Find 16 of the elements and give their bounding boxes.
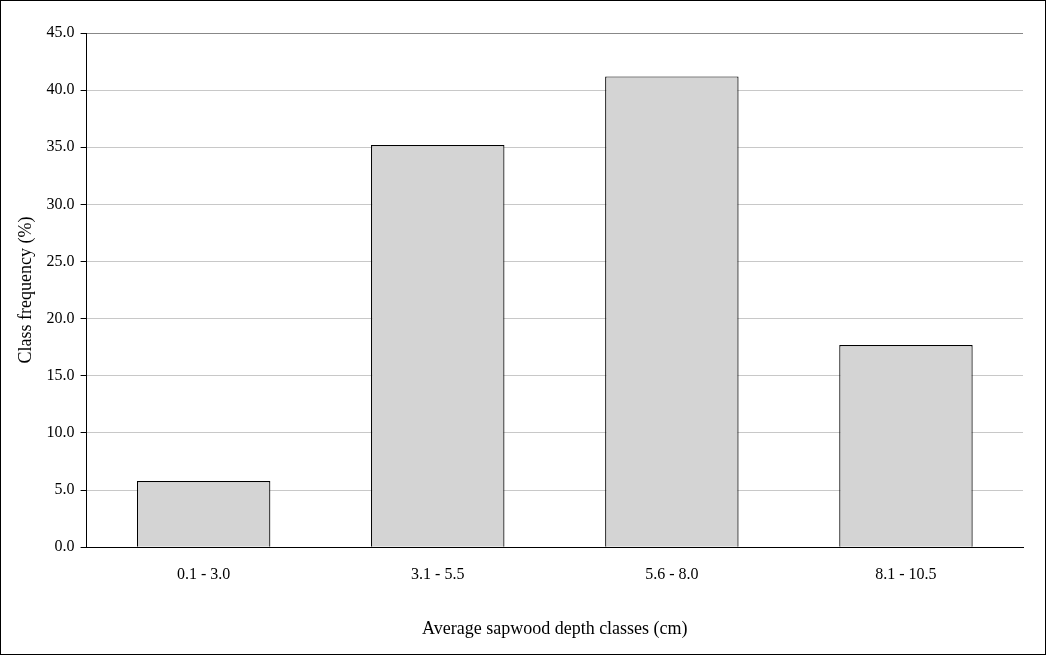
x-axis-title: Average sapwood depth classes (cm) <box>422 617 688 639</box>
y-tick-label: 35.0 <box>46 137 75 155</box>
y-tick-label: 40.0 <box>46 80 75 98</box>
x-tick-label: 8.1 - 10.5 <box>875 565 937 582</box>
y-tick-label: 15.0 <box>46 366 75 383</box>
y-tick-label: 5.0 <box>54 480 75 498</box>
y-tick-label: 10.0 <box>46 423 75 441</box>
x-tick-label: 5.6 - 8.0 <box>645 565 699 582</box>
y-tick-label: 45.0 <box>46 23 75 41</box>
y-tick-label: 25.0 <box>46 251 75 269</box>
y-axis-title: Class frequency (%) <box>14 216 36 364</box>
y-tick-label: 20.0 <box>46 308 75 326</box>
y-tick-label: 0.0 <box>54 537 75 555</box>
x-tick-label: 3.1 - 5.5 <box>411 565 465 582</box>
x-tick-label: 0.1 - 3.0 <box>176 565 231 582</box>
y-tick-label: 30.0 <box>46 194 75 212</box>
